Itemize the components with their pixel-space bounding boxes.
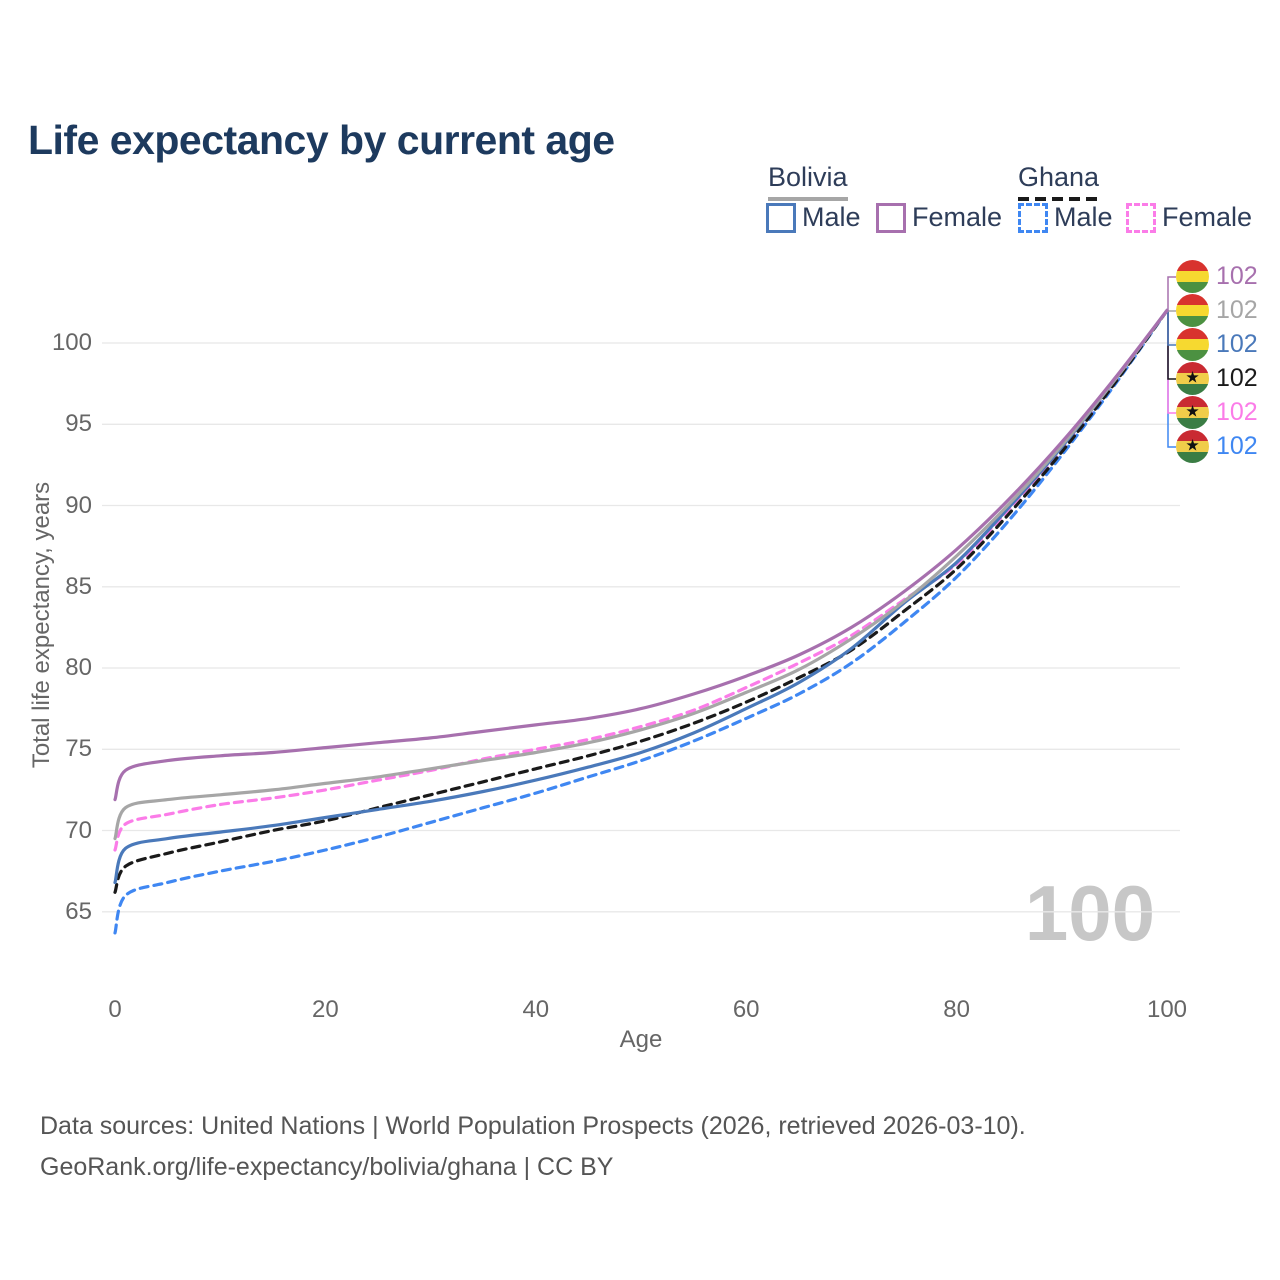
- legend-header-bolivia[interactable]: Bolivia: [768, 162, 848, 192]
- end-value-label: 102: [1216, 330, 1258, 358]
- end-value-label: 102: [1216, 262, 1258, 290]
- y-tick-label: 75: [65, 735, 92, 763]
- y-tick-label: 70: [65, 816, 92, 844]
- legend-swatch-ghana-female-icon: [1126, 202, 1156, 233]
- leader-line: [1167, 310, 1176, 448]
- y-axis-title: Total life expectancy, years: [28, 481, 55, 769]
- end-value-label: 102: [1216, 398, 1258, 426]
- page-title: Life expectancy by current age: [28, 117, 615, 164]
- x-tick-label: 60: [732, 996, 760, 1023]
- legend-underline-ghana: [1018, 197, 1098, 201]
- end-value-label: 102: [1216, 432, 1258, 460]
- black-star-icon: ★: [1185, 402, 1200, 420]
- age-counter-watermark: 100: [1024, 869, 1155, 957]
- black-star-icon: ★: [1185, 436, 1200, 454]
- legend-item-bolivia-male[interactable]: Male: [766, 202, 861, 233]
- y-tick-label: 90: [65, 491, 92, 519]
- y-tick-label: 65: [65, 897, 92, 925]
- leader-line: [1167, 310, 1176, 380]
- legend-header-ghana[interactable]: Ghana: [1018, 162, 1100, 192]
- series-line-bolivia_both: [113, 308, 1169, 841]
- end-label-row: ★ 102: [1176, 396, 1258, 429]
- legend-underline-bolivia: [768, 197, 848, 201]
- series-line-bolivia_female: [113, 308, 1169, 802]
- series-line-ghana_both: [113, 308, 1169, 894]
- end-label-row: ★ 102: [1176, 430, 1258, 463]
- flag-icon-ghana: ★: [1176, 430, 1209, 463]
- y-tick-label: 85: [65, 572, 92, 600]
- footer: Data sources: United Nations | World Pop…: [40, 1106, 1026, 1188]
- legend-label-bolivia-male: Male: [802, 202, 861, 232]
- flag-icon-bolivia: [1176, 328, 1209, 361]
- y-tick-label: 80: [65, 654, 92, 681]
- x-axis-title: Age: [619, 1026, 663, 1053]
- end-label-row: 102: [1176, 328, 1258, 361]
- footer-attribution: GeoRank.org/life-expectancy/bolivia/ghan…: [40, 1153, 614, 1181]
- black-star-icon: ★: [1185, 368, 1200, 386]
- y-tick-label: 95: [65, 410, 92, 438]
- series-line-ghana_male: [113, 308, 1169, 935]
- leader-line: [1167, 310, 1176, 346]
- legend-label-bolivia-female: Female: [912, 202, 1003, 232]
- series-line-bolivia_male: [113, 308, 1169, 885]
- legend-label-ghana-male: Male: [1054, 202, 1113, 232]
- legend-item-ghana-male[interactable]: Male: [1018, 202, 1113, 233]
- x-tick-label: 100: [1146, 996, 1188, 1023]
- x-tick-label: 80: [943, 996, 970, 1023]
- legend-swatch-ghana-male-icon: [1018, 202, 1048, 233]
- flag-icon-bolivia: [1176, 294, 1209, 327]
- leader-line: [1167, 310, 1176, 414]
- end-value-label: 102: [1216, 296, 1258, 324]
- flag-icon-ghana: ★: [1176, 396, 1209, 429]
- x-tick-label: 40: [522, 996, 550, 1023]
- legend-label-ghana-female: Female: [1162, 202, 1253, 232]
- end-label-row: ★ 102: [1176, 362, 1258, 395]
- footer-data-sources: Data sources: United Nations | World Pop…: [40, 1112, 1026, 1140]
- end-label-row: 102: [1176, 260, 1258, 293]
- legend-swatch-bolivia-male-icon: [766, 202, 796, 233]
- flag-icon-bolivia: [1176, 260, 1209, 293]
- leader-line: [1167, 310, 1176, 312]
- end-value-label: 102: [1216, 364, 1258, 392]
- series-line-ghana_female: [113, 308, 1169, 852]
- legend-item-bolivia-female[interactable]: Female: [876, 202, 1002, 233]
- leader-line: [1167, 276, 1176, 311]
- x-tick-label: 0: [108, 996, 122, 1023]
- legend-item-ghana-female[interactable]: Female: [1126, 202, 1252, 233]
- legend-swatch-bolivia-female-icon: [876, 202, 906, 233]
- flag-icon-ghana: ★: [1176, 362, 1209, 395]
- end-label-row: 102: [1176, 294, 1258, 327]
- y-tick-label: 100: [51, 329, 92, 356]
- x-tick-label: 20: [312, 996, 339, 1023]
